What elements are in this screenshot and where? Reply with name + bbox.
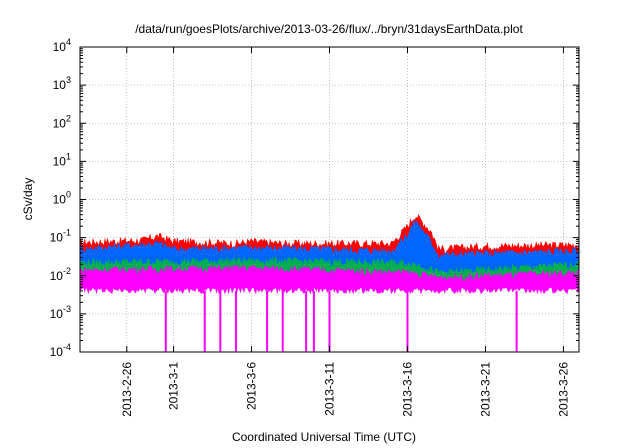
y-tick-label-base: 10 bbox=[50, 269, 64, 283]
y-tick-label-base: 10 bbox=[50, 345, 64, 359]
y-tick-label-exponent: 3 bbox=[66, 75, 71, 85]
x-tick-label: 2013-3-6 bbox=[245, 362, 259, 410]
y-tick-label-base: 10 bbox=[53, 193, 67, 207]
y-tick-label-exponent: 2 bbox=[66, 113, 71, 123]
x-axis-ticks: 2013-2-26 2013-3-1 2013-3-6 2013-3-11 2013-3… bbox=[120, 47, 570, 417]
y-tick-label: 10-3 bbox=[50, 304, 71, 321]
y-tick-label-exponent: -4 bbox=[63, 342, 71, 352]
y-tick-label: 10-1 bbox=[50, 228, 71, 245]
y-tick-label: 10-2 bbox=[50, 266, 71, 283]
chart-title: /data/run/goesPlots/archive/2013-03-26/f… bbox=[135, 22, 523, 36]
x-axis-label: Coordinated Universal Time (UTC) bbox=[232, 430, 416, 444]
y-tick-label-base: 10 bbox=[50, 307, 64, 321]
y-tick-label-exponent: 1 bbox=[66, 151, 71, 161]
y-tick-label: 104 bbox=[53, 37, 71, 54]
y-tick-label-base: 10 bbox=[53, 116, 67, 130]
y-tick-label: 103 bbox=[53, 75, 71, 92]
y-tick-label-exponent: -1 bbox=[63, 228, 71, 238]
y-tick-label: 102 bbox=[53, 113, 71, 130]
x-tick-label: 2013-3-1 bbox=[167, 362, 181, 410]
y-tick-label-exponent: -3 bbox=[63, 304, 71, 314]
y-tick-label: 100 bbox=[53, 190, 71, 207]
y-tick-label: 101 bbox=[53, 151, 71, 168]
series-group bbox=[79, 214, 580, 352]
y-tick-label-exponent: 0 bbox=[66, 190, 71, 200]
x-tick-label: 2013-3-11 bbox=[323, 362, 337, 416]
x-tick-label: 2013-3-26 bbox=[556, 362, 570, 417]
y-axis-label: cSv/day bbox=[21, 178, 35, 221]
x-tick-label: 2013-2-26 bbox=[120, 362, 134, 417]
x-tick-label: 2013-3-21 bbox=[478, 362, 492, 417]
y-tick-label-exponent: -2 bbox=[63, 266, 71, 276]
y-tick-label-base: 10 bbox=[50, 231, 64, 245]
y-tick-label: 10-4 bbox=[50, 342, 71, 359]
y-tick-label-base: 10 bbox=[53, 40, 67, 54]
y-tick-label-exponent: 4 bbox=[66, 37, 71, 47]
x-tick-label: 2013-3-16 bbox=[400, 362, 414, 417]
y-tick-label-base: 10 bbox=[53, 78, 67, 92]
y-tick-label-base: 10 bbox=[53, 154, 67, 168]
